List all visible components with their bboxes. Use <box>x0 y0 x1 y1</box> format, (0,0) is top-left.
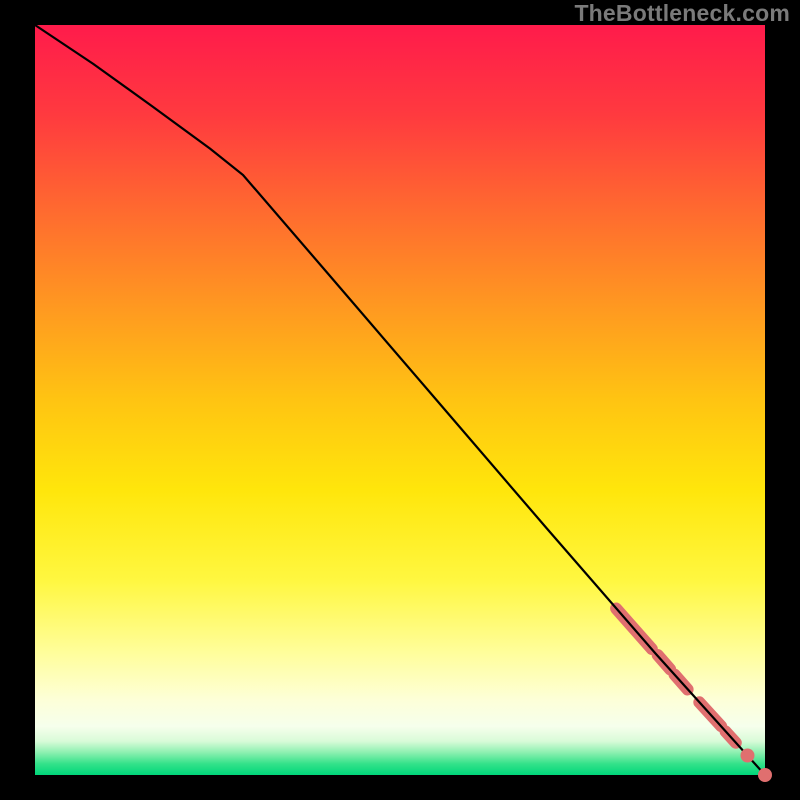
marker-dot <box>758 768 772 782</box>
heatmap-chart <box>0 0 800 800</box>
watermark-text: TheBottleneck.com <box>574 0 790 27</box>
plot-area <box>35 25 765 775</box>
chart-stage: TheBottleneck.com <box>0 0 800 800</box>
marker-dot <box>740 749 754 763</box>
